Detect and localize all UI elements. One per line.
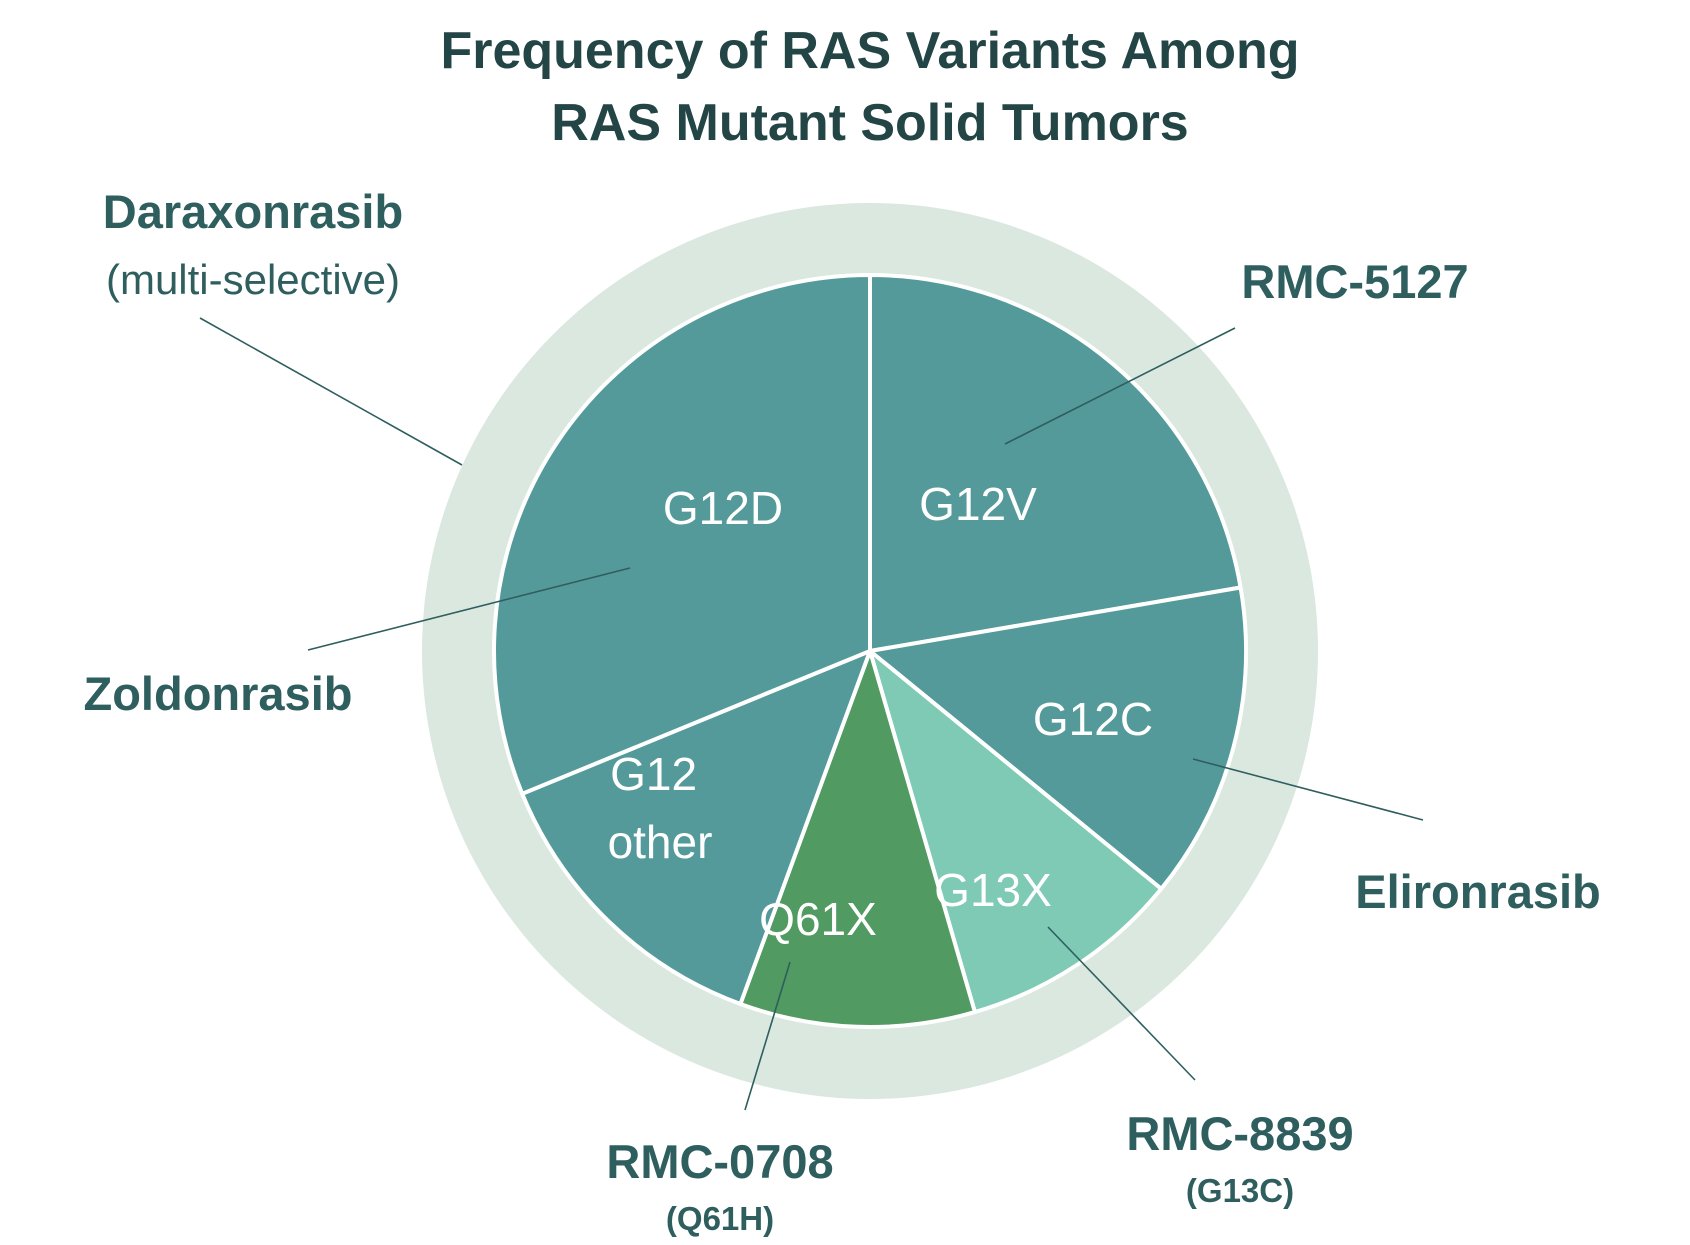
leader-line-rmc-5127	[1004, 327, 1236, 445]
annotation-daraxonrasib-sub: (multi-selective)	[106, 256, 400, 303]
pie-slice-g12c	[868, 585, 1248, 891]
leader-line-zoldonrasib	[307, 567, 631, 651]
slice-label-g12v: G12V	[919, 478, 1037, 530]
slice-label-q61x: Q61X	[759, 893, 877, 945]
pie-slice-g12v	[868, 273, 1243, 653]
annotation-rmc-8839-sub: (G13C)	[1186, 1172, 1294, 1209]
pie-slice-q61x	[738, 649, 977, 1029]
leader-line-rmc-8839	[1047, 926, 1196, 1081]
leader-line-rmc-0708	[744, 961, 791, 1111]
pie-slice-g12-other	[520, 649, 872, 1006]
chart-title-line-2: RAS Mutant Solid Tumors	[551, 94, 1188, 152]
annotation-rmc-8839: RMC-8839	[1126, 1107, 1353, 1160]
slice-label-g12c: G12C	[1033, 693, 1153, 745]
leader-line-daraxonrasib	[199, 317, 463, 466]
slice-label-g13x: G13X	[934, 864, 1052, 916]
annotation-daraxonrasib: Daraxonrasib	[103, 185, 403, 238]
leader-line-elironrasib	[1192, 758, 1424, 821]
annotation-rmc-0708: RMC-0708	[606, 1135, 833, 1188]
annotation-zoldonrasib: Zoldonrasib	[84, 667, 353, 720]
pie-slices	[492, 273, 1248, 1029]
chart-title-line-1: Frequency of RAS Variants Among	[440, 22, 1299, 80]
slice-label-g12d: G12D	[663, 482, 783, 534]
pie-slice-g12d	[492, 273, 872, 796]
annotation-rmc-5127: RMC-5127	[1241, 255, 1468, 308]
pie-slice-g13x	[868, 649, 1164, 1015]
slice-label-g12-other: G12 other	[608, 748, 713, 868]
annotation-elironrasib: Elironrasib	[1355, 865, 1601, 918]
annotation-rmc-0708-sub: (Q61H)	[666, 1200, 774, 1237]
